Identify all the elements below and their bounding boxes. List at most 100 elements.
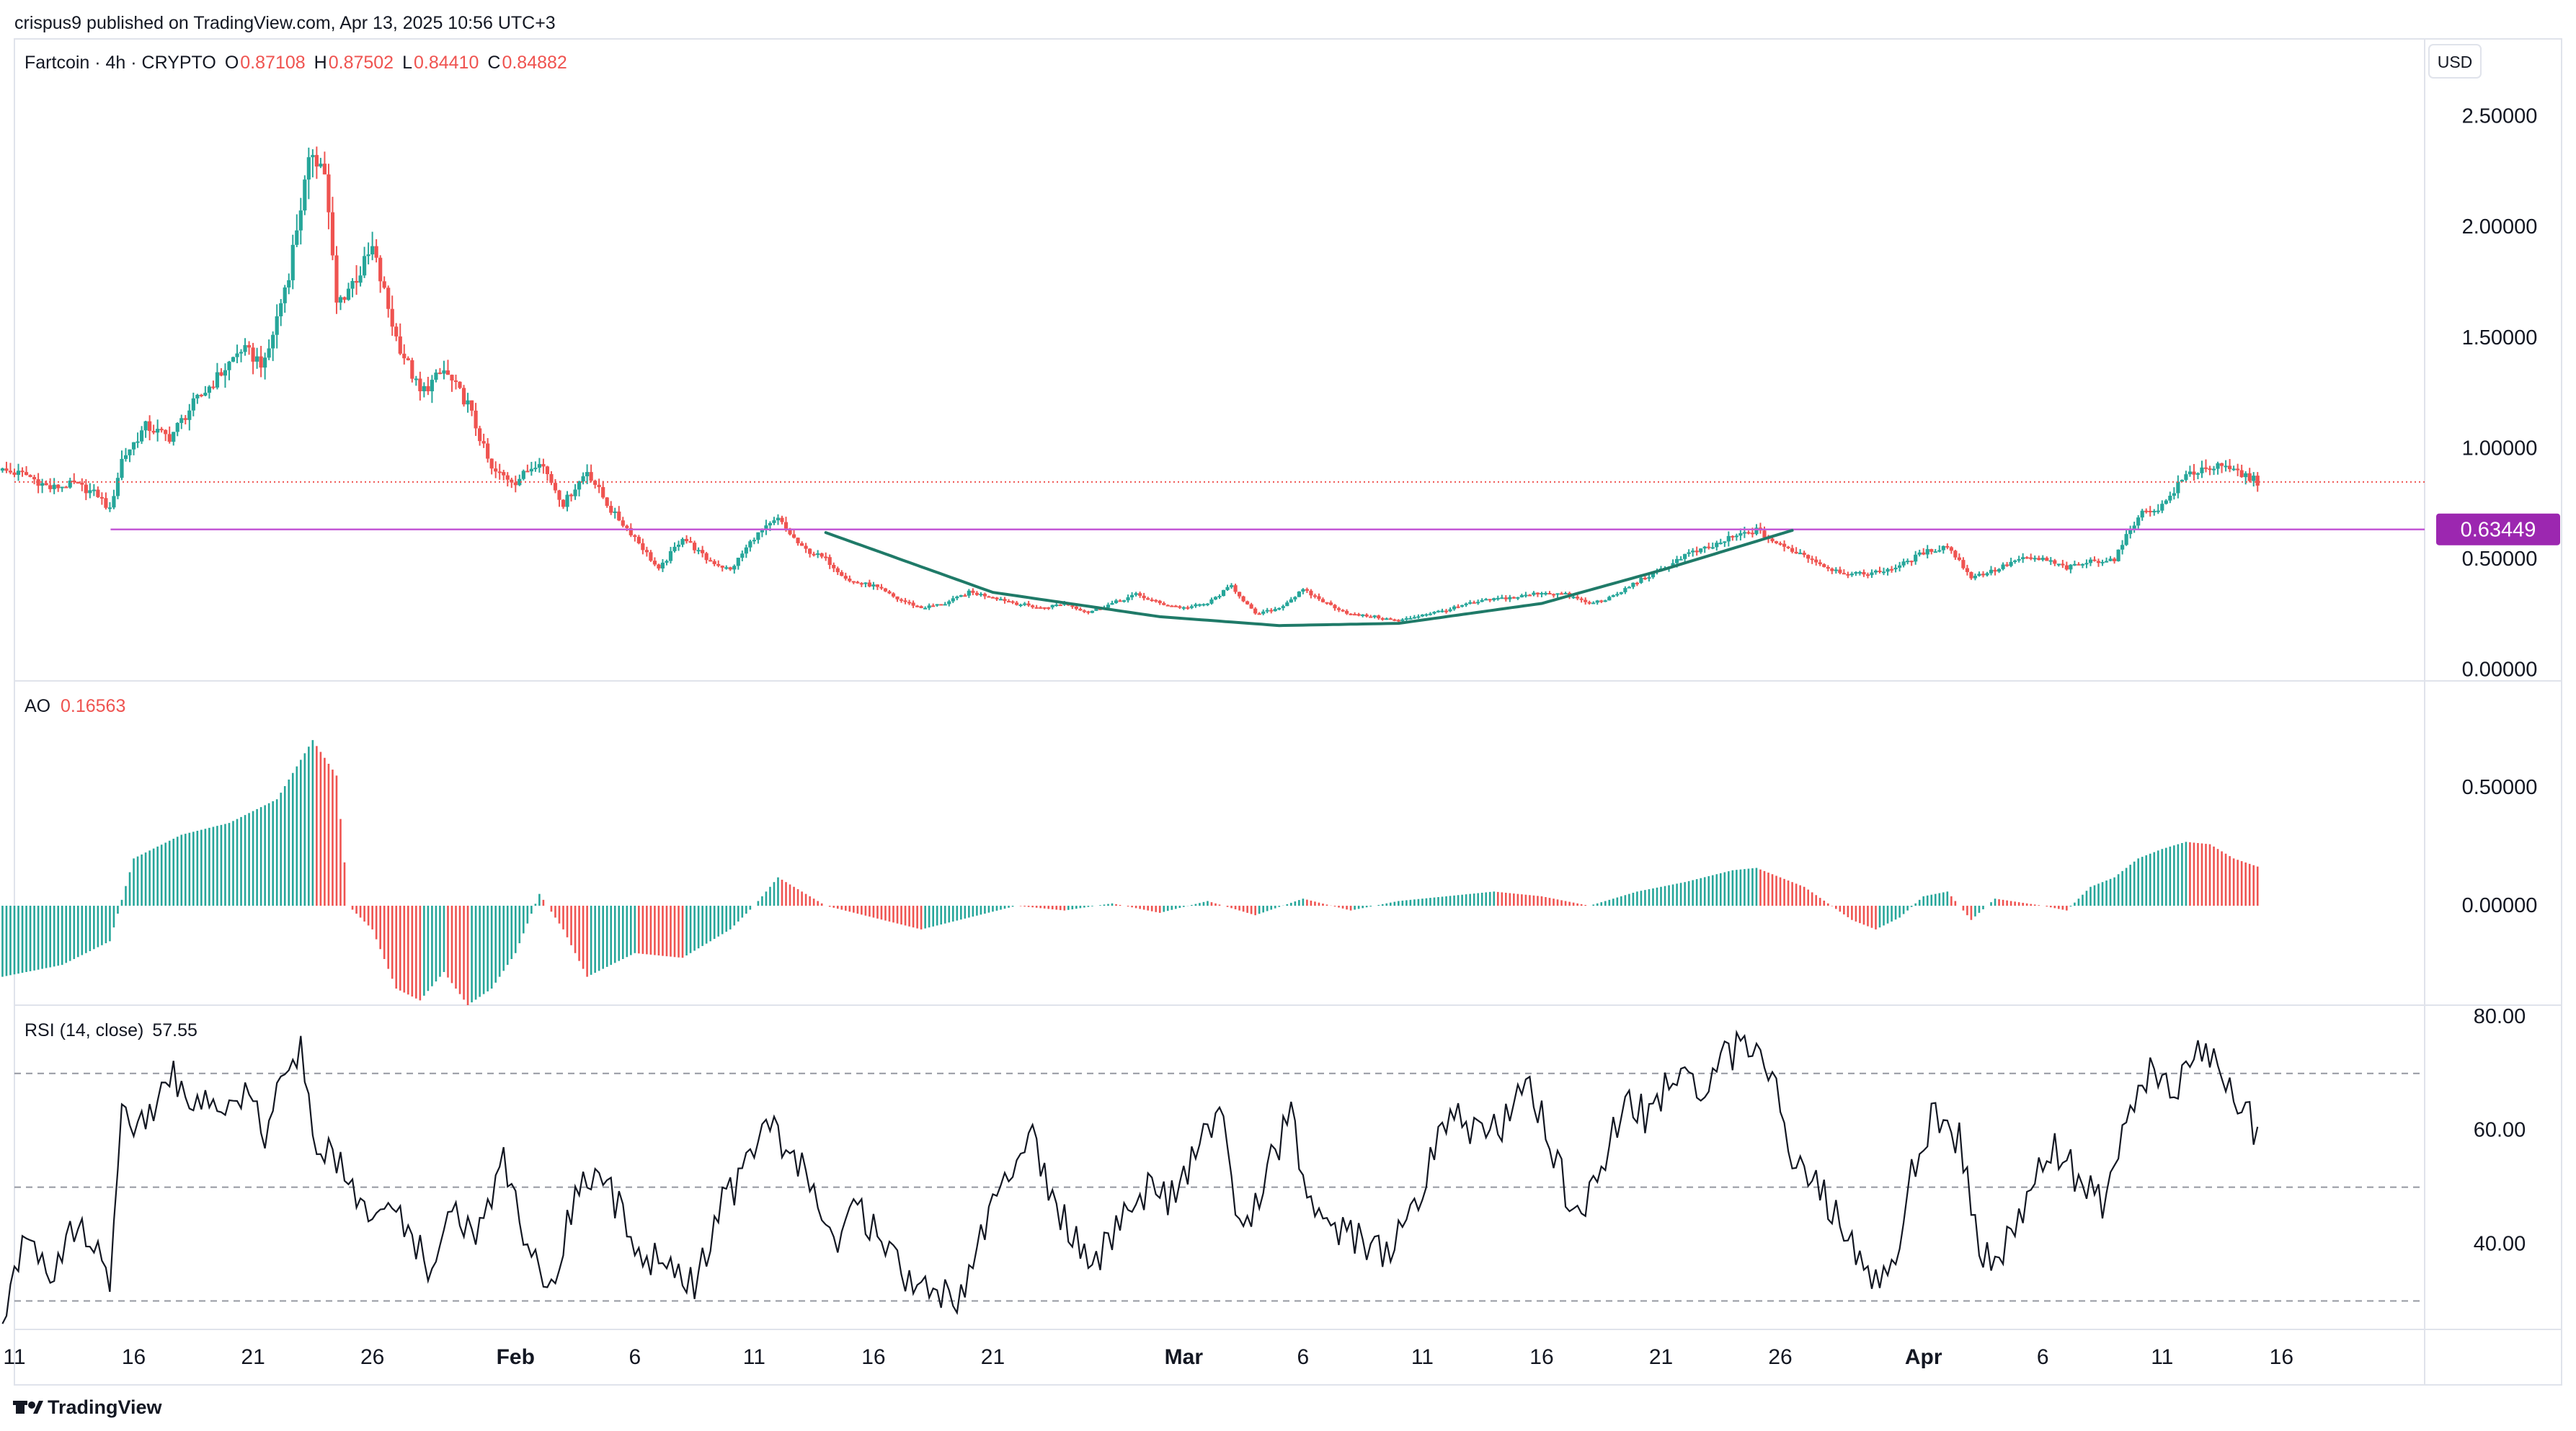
candle-body — [131, 442, 136, 450]
candle-body — [434, 373, 438, 380]
candle-body — [1245, 601, 1250, 605]
candle — [1118, 599, 1122, 602]
candle-body — [1106, 605, 1111, 608]
candle-body — [955, 596, 959, 599]
candle — [827, 554, 832, 569]
candle-body — [1424, 614, 1429, 616]
rsi-pane[interactable]: 80.00 60.00 40.00 — [1, 1005, 2526, 1324]
candle-body — [2140, 510, 2144, 518]
candle-body — [776, 517, 781, 521]
candle-body — [1584, 599, 1588, 602]
candle-body — [1154, 599, 1158, 602]
candle — [951, 595, 955, 603]
candle — [1794, 547, 1798, 554]
candle — [1925, 545, 1929, 558]
candle-body — [1377, 615, 1381, 619]
currency-box[interactable]: USD — [2428, 44, 2482, 79]
ao-pane[interactable]: 0.50000 0.00000 — [1, 740, 2537, 1005]
candle-body — [24, 472, 29, 476]
candle-body — [791, 534, 796, 538]
candle-body — [581, 476, 585, 482]
candle — [657, 563, 661, 571]
candle — [1997, 568, 2002, 574]
candle-body — [1110, 602, 1114, 605]
candle-body — [1372, 615, 1377, 618]
candle — [175, 422, 179, 437]
candle — [2025, 556, 2029, 559]
time-axis[interactable]: 11 16 21 26 Feb 6 11 16 21 Mar 6 11 16 21 26 Apr 6 11 16 — [3, 1345, 2293, 1369]
candle-body — [1519, 594, 1524, 597]
candle — [1702, 545, 1707, 553]
candle — [1138, 591, 1142, 598]
candle-body — [227, 361, 231, 370]
candle-body — [1639, 577, 1643, 583]
candle — [1154, 599, 1158, 603]
candle-body — [974, 592, 979, 595]
candle-body — [1945, 545, 1950, 548]
time-tick-label: 21 — [241, 1345, 265, 1369]
candle-body — [96, 489, 100, 497]
candle — [895, 596, 900, 602]
chart-frame — [14, 38, 2562, 1386]
candle-body — [167, 434, 172, 442]
candle — [1468, 599, 1473, 605]
candle-body — [1094, 608, 1098, 611]
candle-body — [1217, 596, 1222, 598]
candle-body — [1993, 569, 1997, 572]
candle — [2045, 556, 2049, 561]
cup-pattern-curve[interactable] — [824, 529, 1794, 628]
candle-body — [287, 280, 291, 287]
candle — [1353, 612, 1357, 616]
symbol-line[interactable]: Fartcoin · 4h · CRYPTO — [25, 53, 216, 73]
candle-body — [967, 590, 971, 596]
candle — [1619, 592, 1623, 595]
candle-body — [354, 280, 359, 283]
candle — [1217, 594, 1222, 599]
candle-body — [541, 464, 546, 467]
candle-body — [2084, 563, 2089, 565]
ohlc-value-h: 0.87502 — [329, 53, 394, 73]
candle-body — [2192, 471, 2196, 475]
candle — [2080, 563, 2085, 569]
candle-body — [1782, 543, 1787, 547]
candle-body — [931, 605, 936, 607]
candle — [1325, 602, 1329, 605]
candle-body — [947, 601, 951, 605]
candle-body — [851, 581, 856, 583]
candle-body — [1587, 602, 1591, 604]
candle — [1130, 592, 1134, 600]
candle-body — [56, 484, 61, 489]
candle-body — [709, 560, 713, 562]
candle — [1416, 614, 1421, 619]
price-tick-label: 0.00000 — [2462, 659, 2538, 682]
ao-title[interactable]: AO — [25, 696, 50, 716]
candle-body — [44, 483, 48, 486]
candle — [1723, 541, 1727, 548]
candle-body — [701, 550, 705, 553]
candle-body — [1444, 610, 1449, 612]
candle-body — [338, 297, 343, 303]
candle — [923, 606, 928, 610]
candle-body — [378, 257, 383, 282]
candle-body — [2124, 534, 2128, 545]
candle — [334, 246, 339, 314]
candle-body — [1647, 577, 1651, 579]
candle — [44, 480, 48, 486]
candle — [231, 356, 236, 362]
candle-body — [159, 429, 164, 431]
candle-body — [1814, 559, 1818, 563]
candle-body — [1285, 602, 1289, 607]
tradingview-logo[interactable]: TradingView — [13, 1396, 163, 1418]
candle — [529, 462, 533, 476]
candle — [1540, 592, 1544, 597]
candle-body — [716, 563, 721, 566]
rsi-title[interactable]: RSI (14, close) — [25, 1020, 143, 1040]
candle-body — [1162, 603, 1166, 605]
candle — [2172, 487, 2176, 500]
price-pane[interactable]: 2.50000 2.00000 1.50000 1.00000 0.50000 0.000… — [0, 105, 2560, 682]
candle — [1587, 600, 1591, 605]
candle-body — [1385, 618, 1389, 620]
candle — [1786, 545, 1790, 549]
candle-body — [2228, 465, 2232, 470]
